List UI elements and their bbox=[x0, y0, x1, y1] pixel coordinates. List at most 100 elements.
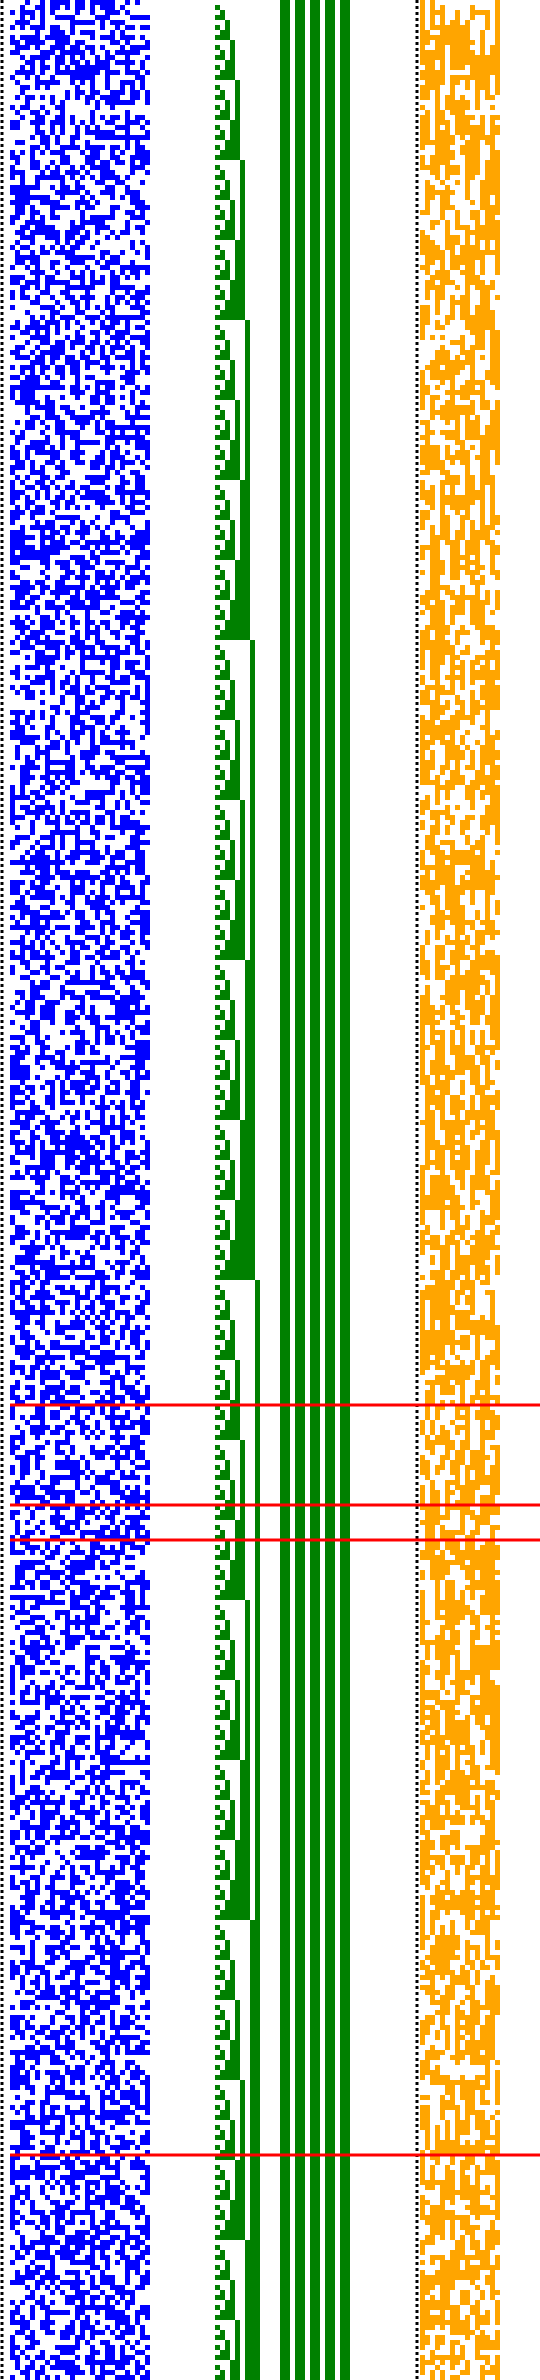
random-bit-run bbox=[105, 810, 115, 815]
random-bit-run bbox=[125, 665, 135, 670]
random-bit-run bbox=[120, 1100, 125, 1105]
derived-bit-run bbox=[420, 1205, 465, 1210]
derived-bit-run bbox=[420, 245, 440, 250]
random-bit-run bbox=[45, 1100, 55, 1105]
derived-bit-run bbox=[495, 830, 500, 835]
derived-bit-run bbox=[420, 885, 440, 890]
random-bit-run bbox=[65, 1585, 70, 1590]
random-bit-run bbox=[90, 845, 95, 850]
counter-bit-run bbox=[220, 1190, 225, 1200]
derived-bit-run bbox=[485, 910, 490, 915]
counter-bit-run bbox=[215, 1105, 220, 1110]
random-bit-run bbox=[100, 1095, 105, 1100]
random-bit-run bbox=[45, 2310, 70, 2315]
derived-bit-run bbox=[465, 175, 475, 180]
random-bit-run bbox=[115, 1815, 120, 1820]
derived-bit-run bbox=[445, 1135, 455, 1140]
derived-bit-run bbox=[485, 240, 490, 245]
derived-bit-run bbox=[420, 1050, 425, 1055]
random-bit-run bbox=[140, 610, 145, 615]
random-bit-run bbox=[30, 790, 40, 795]
derived-bit-run bbox=[430, 1060, 445, 1065]
derived-bit-run bbox=[480, 290, 490, 295]
random-bit-run bbox=[85, 1615, 100, 1620]
random-bit-run bbox=[130, 1240, 135, 1245]
random-bit-run bbox=[125, 2260, 140, 2265]
random-bit-run bbox=[10, 1490, 15, 1495]
random-bit-run bbox=[25, 1580, 35, 1585]
random-bit-run bbox=[40, 870, 50, 875]
random-bit-run bbox=[15, 1455, 30, 1460]
derived-bit-run bbox=[470, 710, 480, 715]
random-bit-run bbox=[135, 1295, 140, 1300]
derived-bit-run bbox=[495, 85, 500, 90]
random-bit-run bbox=[130, 1470, 135, 1475]
random-bit-run bbox=[115, 340, 120, 345]
random-bit-run bbox=[130, 1865, 140, 1870]
random-bit-run bbox=[70, 1960, 90, 1965]
derived-bit-run bbox=[435, 40, 475, 45]
random-bit-run bbox=[70, 2320, 75, 2325]
random-bit-run bbox=[15, 2110, 20, 2115]
random-bit-run bbox=[25, 1970, 30, 1975]
counter-bit-run bbox=[215, 1715, 220, 1720]
random-bit-run bbox=[90, 1885, 95, 1890]
derived-bit-run bbox=[420, 85, 440, 90]
random-bit-run bbox=[25, 100, 30, 105]
random-bit-run bbox=[65, 5, 70, 10]
random-bit-run bbox=[20, 1475, 25, 1480]
random-bit-run bbox=[135, 650, 145, 655]
derived-bit-run bbox=[485, 595, 490, 600]
random-bit-run bbox=[50, 2265, 55, 2270]
random-bit-run bbox=[135, 795, 140, 800]
derived-bit-run bbox=[430, 675, 440, 680]
random-bit-run bbox=[20, 1210, 30, 1215]
random-bit-run bbox=[85, 1335, 95, 1340]
random-bit-run bbox=[140, 775, 150, 780]
derived-bit-run bbox=[420, 235, 430, 240]
counter-bit-run bbox=[225, 1460, 230, 1480]
counter-bit-run bbox=[215, 1645, 220, 1650]
random-bit-run bbox=[110, 205, 120, 210]
derived-bit-run bbox=[430, 1040, 445, 1045]
counter-bit-run bbox=[220, 330, 225, 340]
random-bit-run bbox=[10, 2225, 15, 2230]
random-bit-run bbox=[95, 1230, 105, 1235]
random-bit-run bbox=[110, 860, 115, 865]
random-bit-run bbox=[85, 685, 90, 690]
derived-bit-run bbox=[480, 520, 485, 525]
random-bit-run bbox=[140, 2325, 145, 2330]
random-bit-run bbox=[145, 1640, 150, 1645]
counter-bit-run bbox=[220, 250, 225, 260]
random-bit-run bbox=[100, 550, 120, 555]
counter-bit-run bbox=[240, 800, 245, 960]
random-bit-run bbox=[60, 50, 85, 55]
random-bit-run bbox=[25, 695, 35, 700]
counter-bit-run bbox=[225, 2060, 230, 2080]
counter-bit-run bbox=[220, 1650, 225, 1660]
derived-bit-run bbox=[480, 575, 485, 580]
random-bit-run bbox=[75, 560, 90, 565]
random-bit-run bbox=[50, 1480, 60, 1485]
derived-bit-run bbox=[430, 620, 445, 625]
random-bit-run bbox=[120, 625, 125, 630]
derived-bit-run bbox=[430, 575, 440, 580]
random-bit-run bbox=[95, 1900, 105, 1905]
random-bit-run bbox=[140, 925, 150, 930]
derived-bit-run bbox=[450, 300, 470, 305]
counter-bit-run bbox=[215, 1185, 220, 1190]
random-bit-run bbox=[135, 630, 145, 635]
random-bit-run bbox=[50, 2105, 60, 2110]
random-bit-run bbox=[20, 2315, 25, 2320]
derived-bit-run bbox=[470, 215, 480, 220]
derived-bit-run bbox=[460, 1090, 465, 1095]
random-bit-run bbox=[90, 2345, 95, 2350]
random-bit-run bbox=[30, 1940, 35, 1945]
derived-bit-run bbox=[435, 945, 445, 950]
random-bit-run bbox=[110, 1485, 120, 1490]
random-bit-run bbox=[20, 1985, 25, 1990]
random-bit-run bbox=[100, 2255, 110, 2260]
random-bit-run bbox=[25, 2345, 35, 2350]
random-bit-run bbox=[70, 300, 80, 305]
random-bit-run bbox=[20, 1700, 40, 1705]
